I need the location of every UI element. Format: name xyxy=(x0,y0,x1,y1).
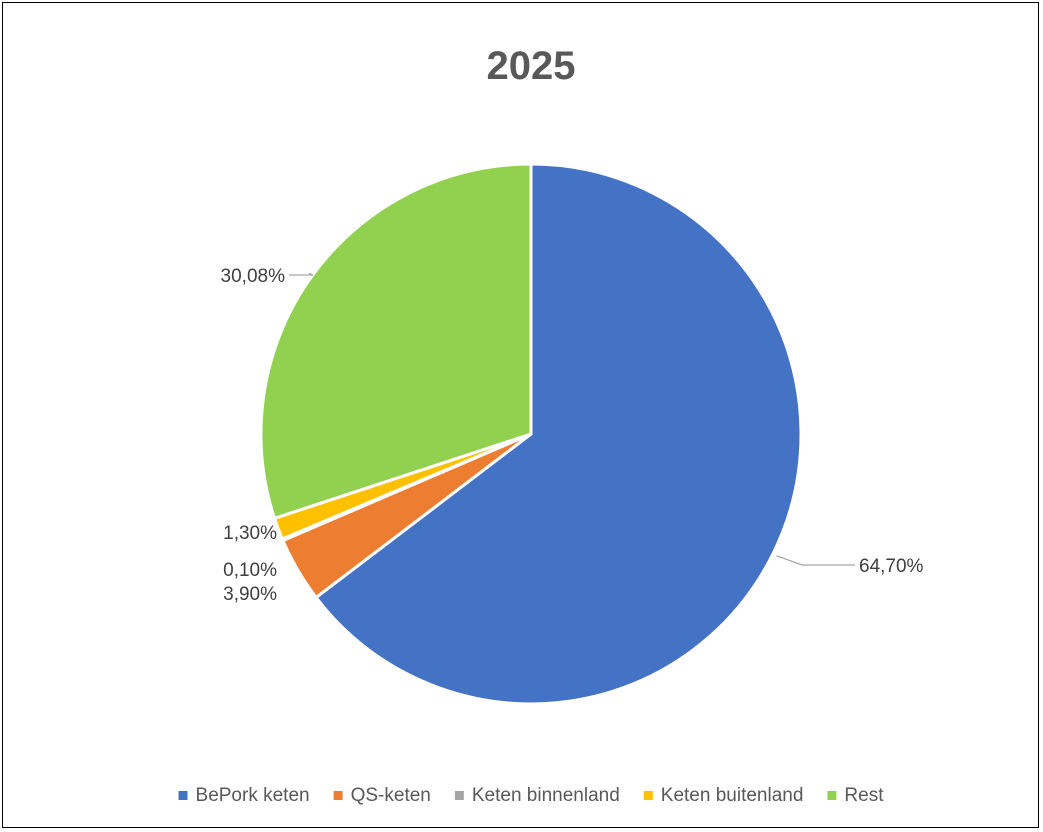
leader-line-rest xyxy=(289,272,314,276)
data-label-qs-keten: 3,90% xyxy=(223,584,277,605)
pie-slices xyxy=(259,162,803,706)
legend-label-keten-binnenland: Keten binnenland xyxy=(472,785,620,806)
legend-item-rest: Rest xyxy=(827,785,884,806)
legend-label-bepork-keten: BePork keten xyxy=(196,785,310,806)
legend: BePork keten QS-keten Keten binnenland Kete… xyxy=(178,785,884,806)
legend-label-rest: Rest xyxy=(844,785,884,806)
pie-slice-rest xyxy=(259,162,533,520)
legend-swatch-keten-binnenland xyxy=(454,791,464,800)
legend-item-bepork-keten: BePork keten xyxy=(178,785,310,806)
pie-slice-bepork-keten xyxy=(314,162,803,706)
chart-title: 2025 xyxy=(487,44,576,88)
legend-item-keten-buitenland: Keten buitenland xyxy=(643,785,804,806)
data-label-bepork-keten: 64,70% xyxy=(859,556,924,577)
legend-label-qs-keten: QS-keten xyxy=(351,785,431,806)
leader-line-bepork-keten xyxy=(776,555,855,566)
data-label-keten-binnenland: 0,10% xyxy=(223,560,277,581)
legend-swatch-rest xyxy=(827,791,837,800)
legend-item-qs-keten: QS-keten xyxy=(333,785,431,806)
data-label-rest: 30,08% xyxy=(221,266,286,287)
legend-swatch-keten-buitenland xyxy=(643,791,653,800)
legend-item-keten-binnenland: Keten binnenland xyxy=(454,785,620,806)
pie-chart: 2025 64,70% 3,90% 0,10% 1,30% 30,08% BePork … xyxy=(178,44,924,806)
legend-swatch-bepork-keten xyxy=(178,791,188,800)
legend-swatch-qs-keten xyxy=(333,791,343,800)
data-labels: 64,70% 3,90% 0,10% 1,30% 30,08% xyxy=(221,266,924,605)
legend-label-keten-buitenland: Keten buitenland xyxy=(661,785,804,806)
data-label-keten-buitenland: 1,30% xyxy=(223,523,277,544)
